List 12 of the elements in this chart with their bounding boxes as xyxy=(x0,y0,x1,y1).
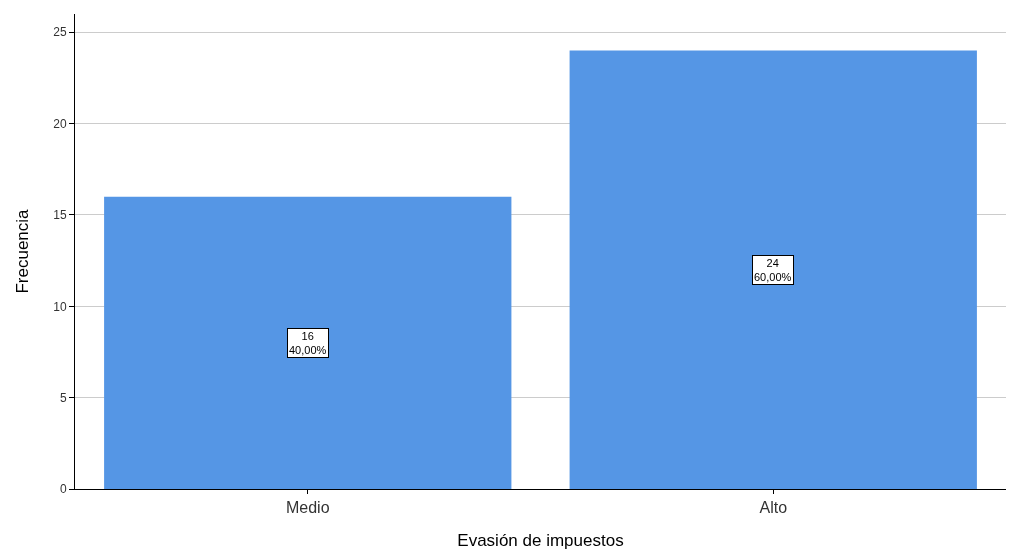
y-tick-label: 25 xyxy=(53,25,67,40)
y-tick-label: 20 xyxy=(53,116,67,131)
y-axis-title: Frecuencia xyxy=(12,208,32,294)
y-tick-label: 15 xyxy=(53,208,67,223)
y-tick-label: 5 xyxy=(59,390,67,405)
data-label: 16 40,00% xyxy=(289,330,327,357)
data-label: 24 60,00% xyxy=(754,257,792,284)
x-tick-label: Alto xyxy=(759,499,788,517)
x-tick-label: Medio xyxy=(285,499,330,517)
x-axis-title: Evasión de impuestos xyxy=(457,530,624,550)
y-tick-label: 0 xyxy=(59,482,67,497)
y-tick-label: 10 xyxy=(53,299,67,314)
